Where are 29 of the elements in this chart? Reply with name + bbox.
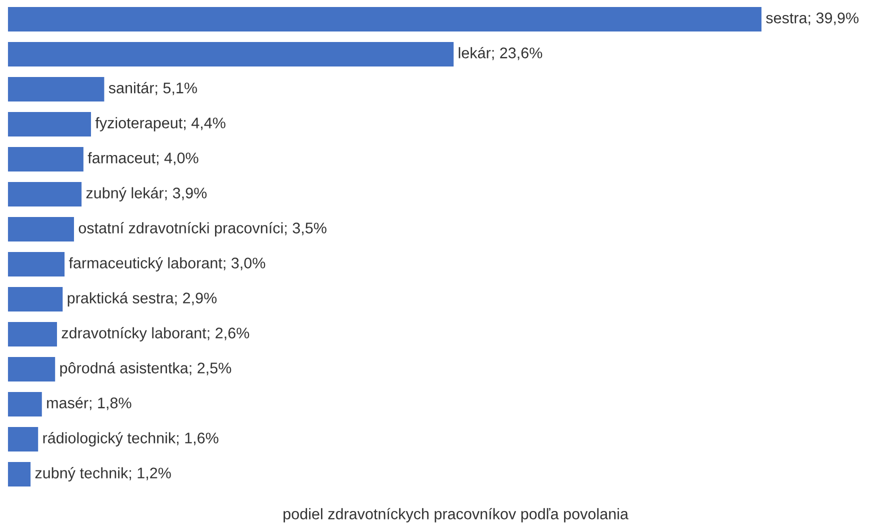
bar [8, 462, 31, 486]
bar [8, 392, 42, 416]
data-label: farmaceutický laborant; 3,0% [68, 257, 266, 272]
data-label: sanitár; 5,1% [108, 82, 197, 96]
bar [8, 182, 82, 206]
data-label: sestra; 39,9% [766, 12, 859, 26]
data-label: praktická sestra; 2,9% [68, 292, 217, 306]
bar [8, 287, 63, 312]
bar [8, 252, 65, 276]
bar [8, 427, 38, 452]
data-label: zubný lekár; 3,9% [86, 187, 207, 202]
data-label: fyzioterapeut; 4,4% [95, 117, 226, 132]
data-label: zubný technik; 1,2% [35, 467, 171, 482]
x-axis-title: podiel zdravotníckych pracovníkov podľa povolania [284, 508, 628, 522]
data-label: masér; 1,8% [47, 396, 132, 410]
data-label: lekár; 23,6% [458, 46, 542, 60]
bar [8, 7, 762, 32]
data-label: zdravotnícky laborant; 2,6% [62, 327, 250, 342]
bar [8, 217, 74, 242]
data-label: rádiologický technik; 1,6% [43, 432, 218, 446]
bar [8, 147, 84, 172]
bar [8, 42, 454, 66]
data-label: pôrodná asistentka; 2,5% [60, 362, 232, 376]
data-label: ostatní zdravotnícki pracovníci; 3,5% [78, 222, 326, 236]
bar [8, 112, 91, 136]
data-label: farmaceut; 4,0% [88, 152, 198, 166]
bar [8, 77, 104, 102]
bar [8, 357, 56, 382]
bar [8, 322, 57, 346]
